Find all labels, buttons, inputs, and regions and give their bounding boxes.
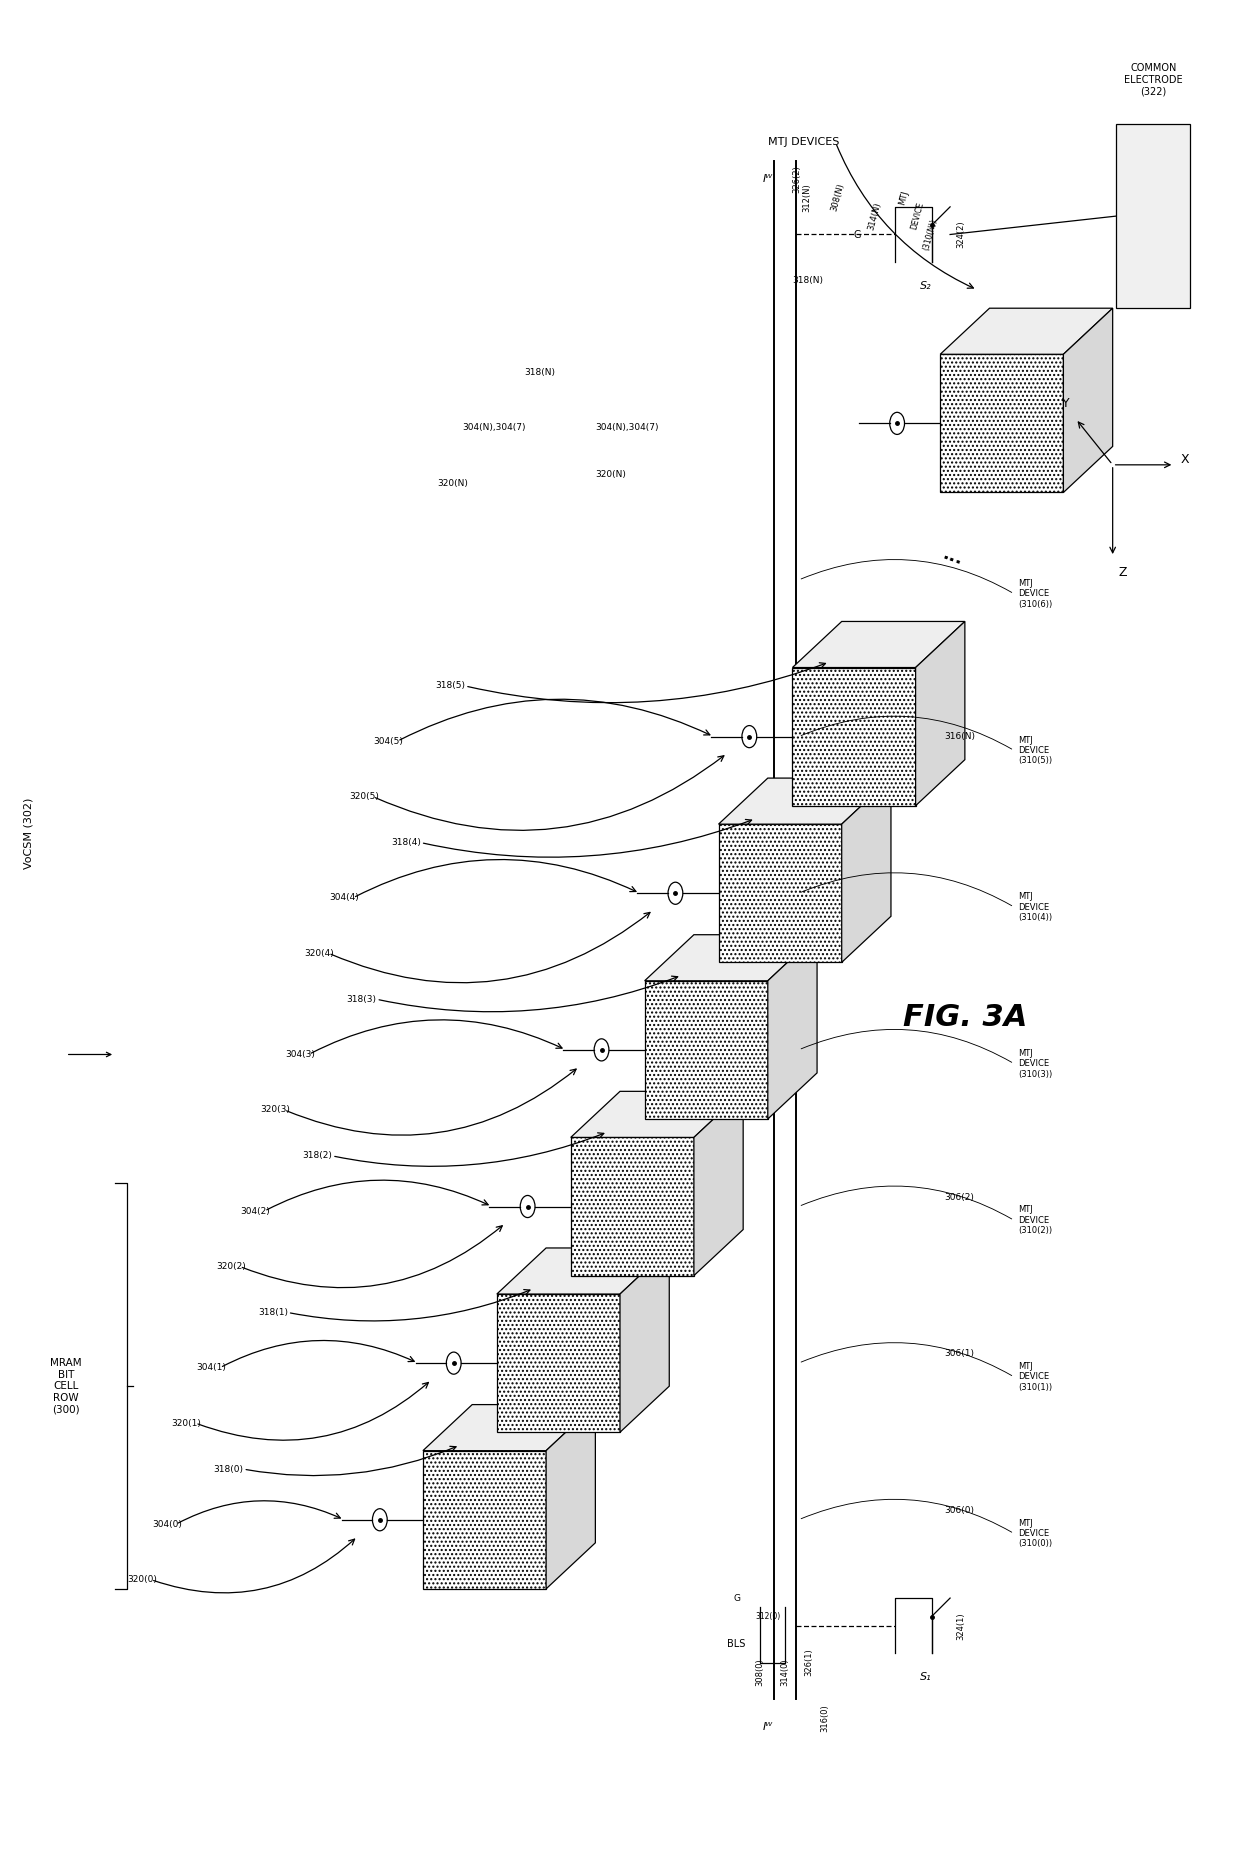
Polygon shape [546, 1405, 595, 1588]
Polygon shape [423, 1451, 546, 1588]
Text: MTJ
DEVICE
(310(0)): MTJ DEVICE (310(0)) [1018, 1518, 1052, 1549]
Text: 314(N): 314(N) [867, 202, 883, 231]
Text: 320(0): 320(0) [128, 1575, 157, 1584]
Text: BLS: BLS [727, 1640, 745, 1649]
Polygon shape [718, 777, 892, 824]
Text: MTJ
DEVICE
(310(4)): MTJ DEVICE (310(4)) [1018, 892, 1052, 922]
Text: G: G [734, 1594, 740, 1603]
Text: MTJ: MTJ [897, 189, 910, 205]
Text: 320(N): 320(N) [438, 479, 469, 489]
Text: 320(2): 320(2) [216, 1262, 246, 1272]
Text: 306(2): 306(2) [944, 1192, 973, 1201]
Text: 304(5): 304(5) [373, 737, 403, 746]
Text: MTJ
DEVICE
(310(6)): MTJ DEVICE (310(6)) [1018, 579, 1052, 609]
Text: 318(N): 318(N) [792, 276, 823, 285]
Text: MTJ
DEVICE
(310(1)): MTJ DEVICE (310(1)) [1018, 1362, 1052, 1392]
Text: 318(1): 318(1) [258, 1309, 288, 1316]
Text: S₁: S₁ [920, 1671, 931, 1683]
Text: 318(4): 318(4) [391, 839, 420, 848]
Polygon shape [570, 1137, 694, 1275]
Text: MTJ
DEVICE
(310(2)): MTJ DEVICE (310(2)) [1018, 1205, 1052, 1235]
Text: Y: Y [1061, 396, 1070, 409]
Text: VoCSM (302): VoCSM (302) [24, 798, 33, 870]
Text: Z: Z [1118, 566, 1127, 579]
Polygon shape [768, 935, 817, 1120]
Text: 304(2): 304(2) [241, 1207, 270, 1216]
Polygon shape [842, 777, 892, 963]
Text: MTJ
DEVICE
(310(3)): MTJ DEVICE (310(3)) [1018, 1050, 1052, 1079]
Text: 320(N): 320(N) [595, 470, 626, 479]
Text: 304(4): 304(4) [330, 894, 360, 901]
Polygon shape [1064, 309, 1112, 492]
Text: 306(1): 306(1) [944, 1349, 973, 1359]
Polygon shape [718, 824, 842, 963]
Text: 304(3): 304(3) [285, 1050, 315, 1059]
Text: 320(1): 320(1) [171, 1418, 202, 1427]
Text: 314(0): 314(0) [780, 1658, 789, 1686]
Text: 326(2): 326(2) [792, 165, 801, 193]
Text: Iᵂ: Iᵂ [763, 174, 773, 185]
Text: 304(0): 304(0) [153, 1520, 182, 1529]
Text: Iᵂ: Iᵂ [763, 1721, 773, 1733]
Text: MTJ
DEVICE
(310(5)): MTJ DEVICE (310(5)) [1018, 735, 1052, 764]
Text: 320(5): 320(5) [348, 792, 379, 801]
Polygon shape [570, 1092, 743, 1137]
Text: 312(N): 312(N) [802, 183, 811, 213]
Text: 316(0): 316(0) [821, 1705, 830, 1733]
Text: 318(N): 318(N) [525, 368, 556, 378]
Polygon shape [792, 622, 965, 668]
Polygon shape [792, 668, 915, 805]
Text: 326(1): 326(1) [805, 1649, 813, 1677]
Bar [1116, 124, 1190, 309]
Polygon shape [620, 1248, 670, 1433]
Polygon shape [645, 935, 817, 981]
Polygon shape [645, 981, 768, 1120]
Text: 318(2): 318(2) [303, 1151, 332, 1161]
Text: (310(N)): (310(N)) [921, 218, 939, 252]
Text: 306(0): 306(0) [944, 1507, 973, 1516]
Text: 304(N),304(7): 304(N),304(7) [595, 424, 658, 433]
Text: DEVICE: DEVICE [909, 202, 925, 231]
Polygon shape [423, 1405, 595, 1451]
Polygon shape [497, 1294, 620, 1433]
Text: 318(5): 318(5) [435, 681, 465, 690]
Text: 324(2): 324(2) [956, 220, 965, 248]
Polygon shape [694, 1092, 743, 1275]
Text: 304(1): 304(1) [196, 1362, 226, 1372]
Polygon shape [497, 1248, 670, 1294]
Polygon shape [915, 622, 965, 805]
Text: 312(0): 312(0) [755, 1612, 781, 1621]
Text: 320(3): 320(3) [260, 1105, 290, 1114]
Text: MRAM
BIT
CELL
ROW
(300): MRAM BIT CELL ROW (300) [50, 1359, 82, 1414]
Text: G: G [854, 230, 862, 239]
Text: 304(N),304(7): 304(N),304(7) [463, 424, 526, 433]
Text: 324(1): 324(1) [956, 1612, 965, 1640]
Text: 308(N): 308(N) [830, 183, 846, 213]
Polygon shape [940, 354, 1064, 492]
Text: 308(0): 308(0) [755, 1658, 764, 1686]
Polygon shape [940, 309, 1112, 354]
Text: COMMON
ELECTRODE
(322): COMMON ELECTRODE (322) [1123, 63, 1183, 96]
Text: FIG. 3A: FIG. 3A [903, 1003, 1027, 1033]
Text: X: X [1180, 453, 1189, 466]
Text: 316(N): 316(N) [944, 733, 975, 740]
Text: 320(4): 320(4) [305, 950, 335, 957]
Text: 318(0): 318(0) [213, 1464, 243, 1473]
Text: MTJ DEVICES: MTJ DEVICES [768, 137, 839, 148]
Text: 318(3): 318(3) [346, 994, 377, 1003]
Text: S₂: S₂ [920, 281, 931, 291]
Text: ...: ... [940, 544, 965, 568]
